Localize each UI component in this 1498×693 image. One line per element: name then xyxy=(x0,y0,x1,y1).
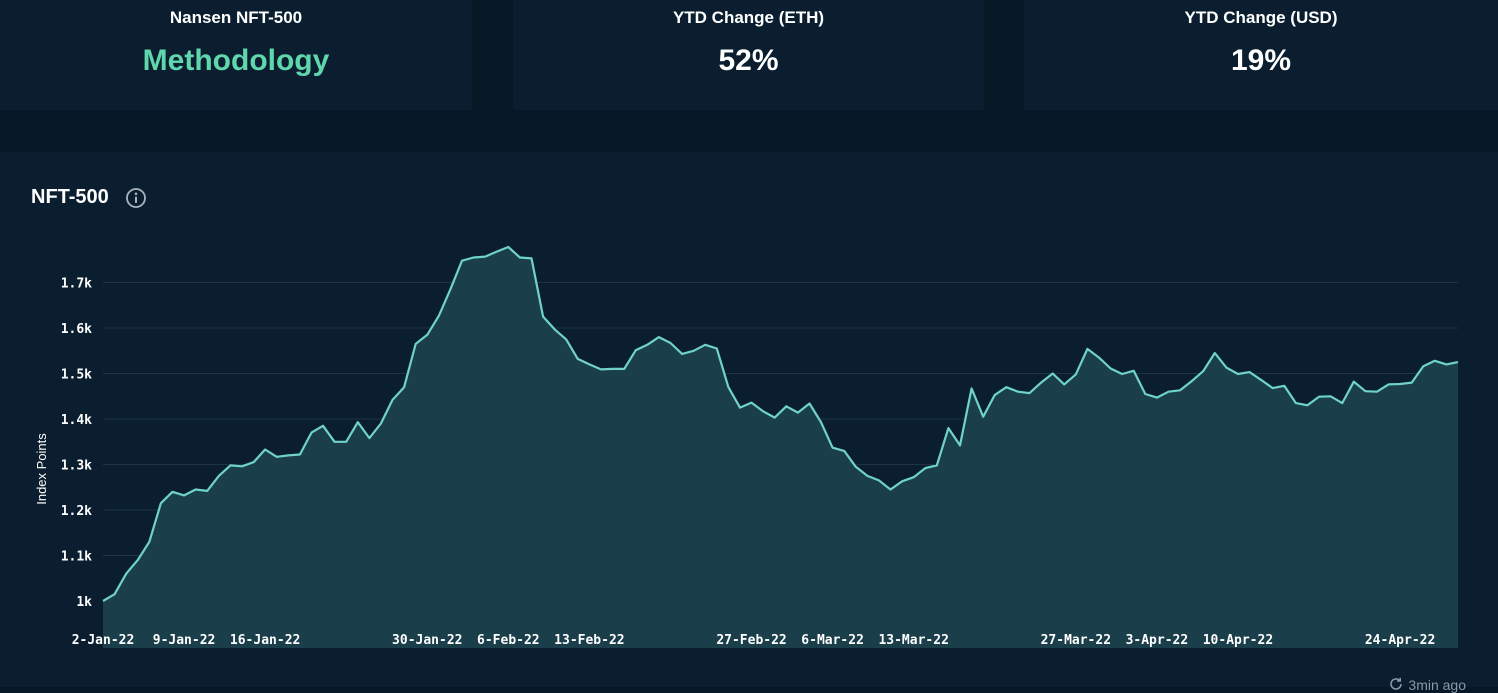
stat-card-index: Nansen NFT-500 Methodology xyxy=(0,0,472,110)
x-tick-label: 13-Mar-22 xyxy=(878,633,948,648)
y-tick-label: 1.3k xyxy=(61,459,92,474)
info-icon[interactable] xyxy=(125,187,147,209)
x-tick-label: 6-Mar-22 xyxy=(801,633,864,648)
y-tick-label: 1.5k xyxy=(61,368,92,383)
x-tick-label: 3-Apr-22 xyxy=(1126,633,1189,648)
stat-title: YTD Change (USD) xyxy=(1184,8,1338,27)
x-tick-label: 16-Jan-22 xyxy=(230,633,300,648)
x-tick-label: 13-Feb-22 xyxy=(554,633,624,648)
x-tick-label: 9-Jan-22 xyxy=(153,633,216,648)
refresh-icon xyxy=(1390,677,1403,690)
y-tick-label: 1.6k xyxy=(61,322,92,337)
x-tick-label: 30-Jan-22 xyxy=(392,633,462,648)
x-tick-label: 2-Jan-22 xyxy=(72,633,135,648)
y-tick-label: 1.2k xyxy=(61,504,92,519)
chart-panel: NFT-500 1k 1.1k 1.2k 1.3k 1.4k 1.5k 1.6k 1.7k 2… xyxy=(0,152,1498,693)
y-tick-label: 1.1k xyxy=(61,550,92,565)
nft-500-chart: 1k 1.1k 1.2k 1.3k 1.4k 1.5k 1.6k 1.7k 2-Jan-22 9… xyxy=(34,245,1459,648)
y-axis-ticks: 1k 1.1k 1.2k 1.3k 1.4k 1.5k 1.6k 1.7k xyxy=(61,277,92,611)
series-line xyxy=(102,245,1459,602)
x-tick-label: 27-Mar-22 xyxy=(1041,633,1111,648)
stat-value: 52% xyxy=(718,44,779,77)
last-updated-text: 3min ago xyxy=(1408,677,1466,693)
last-updated: 3min ago xyxy=(1388,676,1466,693)
x-tick-label: 6-Feb-22 xyxy=(477,633,540,648)
x-axis-ticks: 2-Jan-22 9-Jan-22 16-Jan-22 30-Jan-22 6-Feb-… xyxy=(72,633,1436,648)
y-tick-label: 1.7k xyxy=(61,277,92,292)
y-tick-label: 1k xyxy=(76,595,92,610)
stat-card-ytd-eth: YTD Change (ETH) 52% xyxy=(513,0,984,110)
chart-title: NFT-500 xyxy=(31,186,109,208)
x-tick-label: 24-Apr-22 xyxy=(1365,633,1435,648)
stat-title: Nansen NFT-500 xyxy=(169,8,303,27)
x-tick-label: 10-Apr-22 xyxy=(1203,633,1273,648)
stat-value: 19% xyxy=(1230,44,1292,77)
stat-title: YTD Change (ETH) xyxy=(672,8,825,27)
y-tick-label: 1.4k xyxy=(61,413,92,428)
y-axis-label: Index Points xyxy=(34,433,49,505)
x-tick-label: 27-Feb-22 xyxy=(716,633,786,648)
methodology-link[interactable]: Methodology xyxy=(142,44,330,77)
area-layer xyxy=(102,245,1459,648)
series-area xyxy=(103,247,1458,648)
stat-card-ytd-usd: YTD Change (USD) 19% xyxy=(1024,0,1498,110)
